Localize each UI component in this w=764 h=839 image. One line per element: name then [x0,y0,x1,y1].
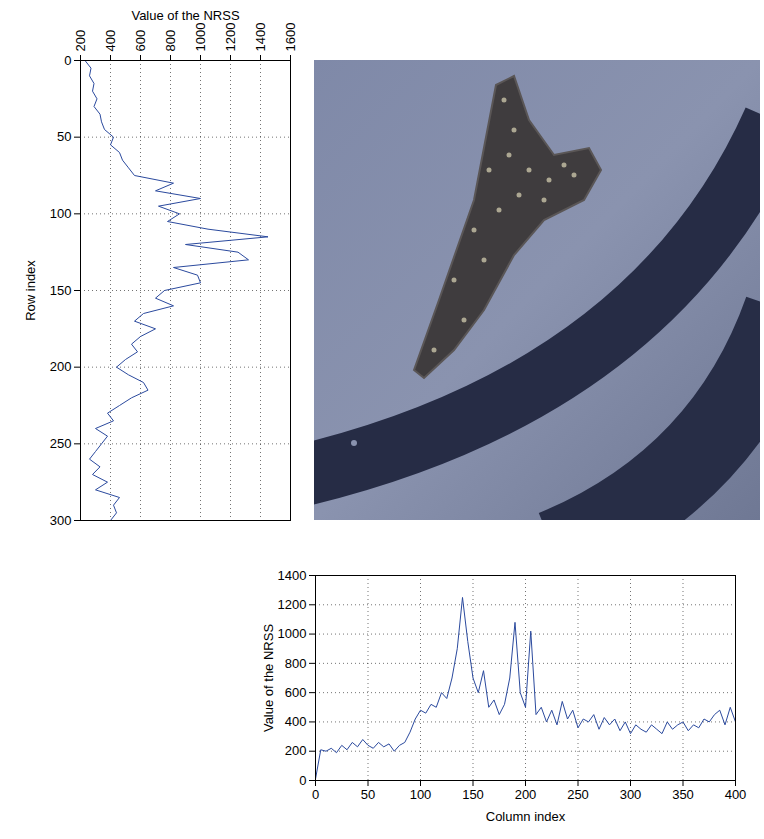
svg-text:1600: 1600 [283,23,298,52]
svg-text:0: 0 [299,773,306,788]
svg-text:150: 150 [462,787,484,802]
svg-text:150: 150 [50,283,72,298]
svg-text:600: 600 [285,685,307,700]
svg-text:200: 200 [50,359,72,374]
svg-text:250: 250 [567,787,589,802]
svg-text:800: 800 [163,30,178,52]
svg-text:100: 100 [50,206,72,221]
svg-text:300: 300 [620,787,642,802]
svg-text:200: 200 [285,743,307,758]
svg-text:1200: 1200 [223,23,238,52]
svg-text:0: 0 [64,53,71,68]
svg-text:300: 300 [50,513,72,528]
svg-text:50: 50 [361,787,375,802]
svg-text:0: 0 [312,787,319,802]
svg-text:1400: 1400 [278,568,307,583]
svg-text:100: 100 [410,787,432,802]
svg-text:1400: 1400 [253,23,268,52]
svg-text:Value of the NRSS: Value of the NRSS [131,8,239,23]
svg-text:400: 400 [103,30,118,52]
svg-text:600: 600 [133,30,148,52]
svg-text:Column index: Column index [486,809,566,824]
svg-text:200: 200 [515,787,537,802]
svg-text:200: 200 [73,30,88,52]
svg-text:400: 400 [725,787,747,802]
svg-text:250: 250 [50,436,72,451]
svg-text:1200: 1200 [278,597,307,612]
svg-text:Row index: Row index [23,260,38,321]
svg-text:350: 350 [672,787,694,802]
svg-text:800: 800 [285,656,307,671]
svg-text:1000: 1000 [193,23,208,52]
svg-text:1000: 1000 [278,626,307,641]
svg-text:Value of the NRSS: Value of the NRSS [261,624,276,732]
svg-text:50: 50 [57,129,71,144]
svg-text:400: 400 [285,714,307,729]
